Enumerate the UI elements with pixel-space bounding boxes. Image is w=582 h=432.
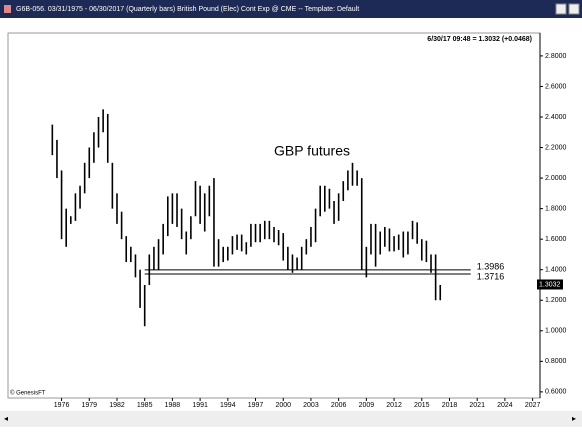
y-tick-label: 1.0000 xyxy=(545,328,567,335)
y-tick-label: 1.6000 xyxy=(545,236,567,243)
footer: © GenesisFT xyxy=(10,390,46,397)
window-title: G6B-056. 03/31/1975 - 06/30/2017 (Quarte… xyxy=(16,6,359,13)
window-button[interactable] xyxy=(555,3,567,15)
x-tick-label: 1976 xyxy=(54,402,70,409)
scrollbar[interactable] xyxy=(0,411,582,427)
x-tick-label: 2024 xyxy=(497,402,513,409)
y-tick-label: 2.2000 xyxy=(545,144,567,151)
y-tick-label: 2.0000 xyxy=(545,175,567,182)
window-button[interactable] xyxy=(568,3,580,15)
reference-label: 1.3986 xyxy=(477,261,505,271)
annotation: GBP futures xyxy=(274,143,350,159)
x-tick-label: 1979 xyxy=(81,402,97,409)
y-tick-label: 0.8000 xyxy=(545,358,567,365)
y-tick-label: 2.4000 xyxy=(545,114,567,121)
y-tick-label: 2.8000 xyxy=(545,53,567,60)
y-tick-label: 0.6000 xyxy=(545,389,567,396)
x-tick-label: 2000 xyxy=(275,402,291,409)
x-tick-label: 2009 xyxy=(359,402,375,409)
x-tick-label: 2027 xyxy=(525,402,541,409)
x-tick-label: 1988 xyxy=(165,402,181,409)
plot-area xyxy=(7,32,541,399)
x-tick-label: 2006 xyxy=(331,402,347,409)
y-tick-label: 2.6000 xyxy=(545,83,567,90)
x-tick-label: 1997 xyxy=(248,402,264,409)
x-tick-label: 2003 xyxy=(303,402,319,409)
title-bar xyxy=(0,0,582,18)
x-tick-label: 1982 xyxy=(109,402,125,409)
x-tick-label: 2021 xyxy=(469,402,485,409)
last-price-box xyxy=(537,279,563,290)
x-tick-label: 2015 xyxy=(414,402,430,409)
scroll-left[interactable]: ◂ xyxy=(4,414,8,423)
x-tick-label: 1991 xyxy=(192,402,208,409)
x-tick-label: 1994 xyxy=(220,402,236,409)
y-tick-label: 1.2000 xyxy=(545,297,567,304)
y-tick-label: 1.8000 xyxy=(545,205,567,212)
reference-label: 1.3716 xyxy=(477,271,505,281)
last-price-label: 1.3032 xyxy=(539,281,561,288)
scroll-right[interactable]: ▸ xyxy=(572,414,576,423)
y-tick-label: 1.4000 xyxy=(545,267,567,274)
x-tick-label: 1985 xyxy=(137,402,153,409)
app-icon xyxy=(4,5,11,13)
info-label: 6/30/17 09:48 = 1.3032 (+0.0468) xyxy=(427,36,532,43)
x-tick-label: 2018 xyxy=(442,402,458,409)
x-tick-label: 2012 xyxy=(386,402,402,409)
